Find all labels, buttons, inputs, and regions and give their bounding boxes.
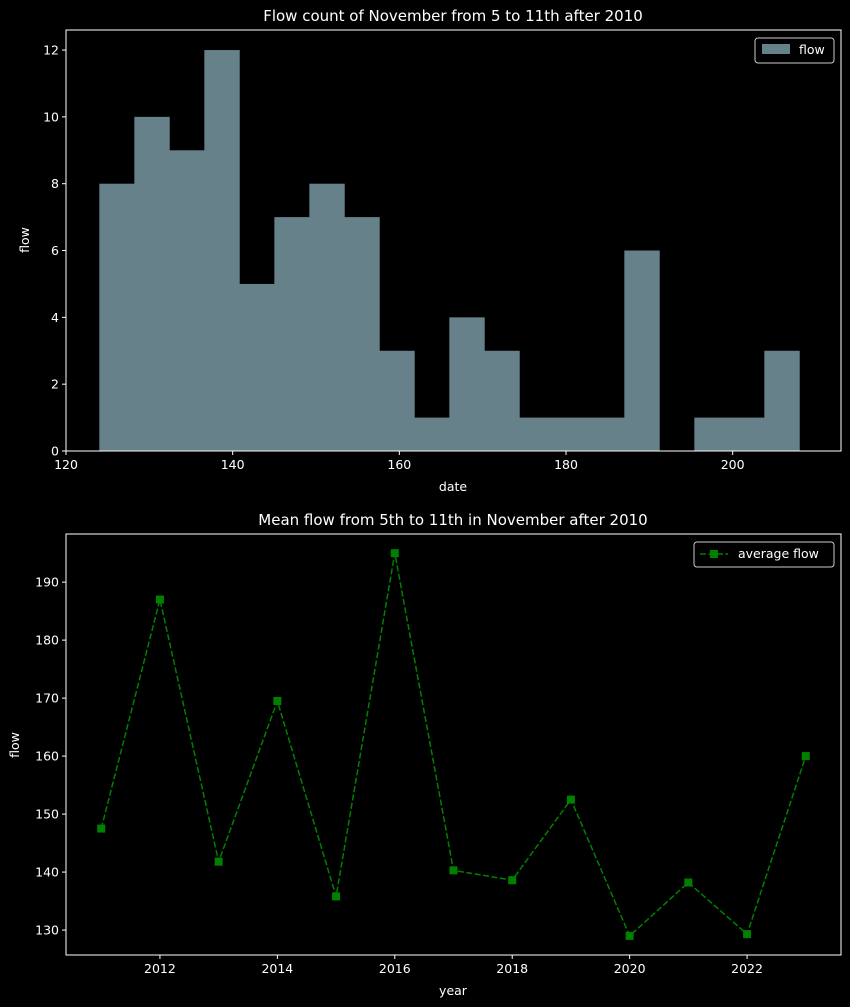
histogram-plot-frame [65,29,842,452]
histogram-x-tick-label: 180 [554,457,578,472]
histogram-bar [484,350,520,451]
histogram-y-tick-label: 2 [51,377,59,392]
histogram-bar [99,183,135,451]
line-series [97,549,810,940]
histogram-bar [589,417,625,451]
line-x-ticks: 2012 2014 2016 2018 2020 2022 [144,955,763,976]
average-flow-point [155,595,164,604]
line-y-axis-label: flow [7,732,22,758]
line-legend-box [693,541,835,568]
histogram-bar [169,150,205,452]
histogram-bar [694,417,730,451]
histogram-bars [99,50,800,452]
line-x-axis-label: year [439,983,468,998]
histogram-y-tick-label: 10 [43,109,59,124]
histogram-y-axis-label: flow [17,227,32,253]
histogram-bar [344,217,380,451]
histogram-y-ticks: 0 2 4 6 8 10 12 [43,43,66,459]
histogram-x-tick-label: 140 [221,457,245,472]
line-x-tick-label: 2018 [496,961,528,976]
line-y-tick-label: 190 [35,575,59,590]
histogram-bar [729,417,765,451]
histogram-chart: Flow count of November from 5 to 11th af… [17,7,842,494]
histogram-x-ticks: 120 140 160 180 200 [54,451,745,472]
histogram-x-tick-label: 120 [54,457,78,472]
average-flow-point [801,752,810,761]
line-y-tick-label: 160 [35,749,59,764]
line-x-tick-label: 2022 [731,961,763,976]
histogram-legend-swatch [762,44,790,54]
histogram-y-tick-label: 12 [43,43,59,58]
histogram-y-tick-label: 4 [51,310,59,325]
line-legend-swatch-marker [710,550,718,558]
line-y-tick-label: 150 [35,807,59,822]
histogram-bar [274,217,310,451]
average-flow-point [332,892,341,901]
histogram-bar [239,283,275,451]
histogram-bar [309,183,345,451]
line-y-tick-label: 140 [35,865,59,880]
histogram-bar [414,417,450,451]
line-y-tick-label: 170 [35,691,59,706]
average-flow-point [449,866,458,875]
average-flow-point [97,824,106,833]
histogram-bar [624,250,660,451]
line-legend-label: average flow [738,546,819,561]
histogram-bar [554,417,590,451]
line-x-tick-label: 2016 [379,961,411,976]
histogram-y-tick-label: 8 [51,176,59,191]
line-x-tick-label: 2012 [144,961,176,976]
line-x-tick-label: 2020 [614,961,646,976]
histogram-bar [519,417,555,451]
average-flow-point [566,795,575,804]
average-flow-point [625,931,634,940]
line-plot-frame [65,533,842,956]
line-x-tick-label: 2014 [261,961,293,976]
average-flow-point [273,697,282,706]
histogram-bar [204,50,240,452]
average-flow-point [743,930,752,939]
histogram-y-tick-label: 0 [51,444,59,459]
histogram-y-tick-label: 6 [51,243,59,258]
histogram-bar [379,350,415,451]
histogram-bar [449,317,485,451]
average-flow-point [390,549,399,558]
line-y-tick-label: 180 [35,633,59,648]
line-chart: Mean flow from 5th to 11th in November a… [7,511,842,998]
histogram-legend: flow [754,37,835,64]
histogram-x-tick-label: 160 [387,457,411,472]
line-y-tick-label: 130 [35,923,59,938]
average-flow-point [214,857,223,866]
line-legend: average flow [693,541,835,568]
line-y-ticks: 130 140 150 160 170 180 190 [35,575,66,938]
average-flow-point [508,876,517,885]
histogram-title: Flow count of November from 5 to 11th af… [263,7,643,25]
histogram-legend-label: flow [799,42,825,57]
line-chart-title: Mean flow from 5th to 11th in November a… [258,511,647,529]
average-flow-point [684,878,693,887]
histogram-x-axis-label: date [439,479,467,494]
histogram-bar [764,350,800,451]
histogram-x-tick-label: 200 [721,457,745,472]
histogram-bar [134,116,170,452]
